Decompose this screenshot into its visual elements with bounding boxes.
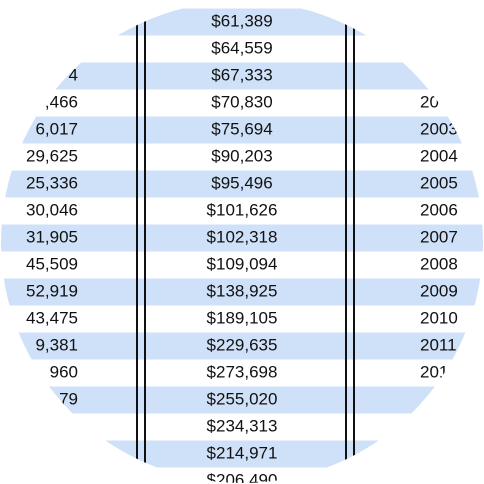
cell: $95,496: [211, 173, 272, 192]
cell: $102,318: [207, 227, 278, 246]
cell: $90,203: [211, 146, 272, 165]
row-stripe: [1, 62, 483, 90]
cell: 2005: [420, 173, 458, 192]
cell: $189,105: [207, 308, 278, 327]
cell: 2010: [420, 308, 458, 327]
cell: $109,094: [207, 254, 278, 273]
row-stripe: [1, 332, 483, 360]
cell: ,466: [45, 92, 78, 111]
cell: $255,020: [207, 389, 278, 408]
cell: $214,971: [207, 443, 278, 462]
cell: 960: [50, 362, 78, 381]
cell: 31,905: [26, 227, 78, 246]
row-stripe: [1, 116, 483, 144]
cell: $138,925: [207, 281, 278, 300]
cell: $67,333: [211, 65, 272, 84]
cell: $229,635: [207, 335, 278, 354]
cell: $75,694: [211, 119, 272, 138]
cell: 4: [69, 65, 78, 84]
cell: 2007: [420, 227, 458, 246]
row-stripe: [1, 224, 483, 252]
cell: 20: [420, 92, 439, 111]
cell: 2004: [420, 146, 458, 165]
cell: $234,313: [207, 416, 278, 435]
row-stripe: [1, 278, 483, 306]
cell: 201: [420, 362, 448, 381]
cell: $273,698: [207, 362, 278, 381]
row-stripe: [1, 386, 483, 414]
cell: 45,509: [26, 254, 78, 273]
cell: 25,336: [26, 173, 78, 192]
cell: 30,046: [26, 200, 78, 219]
cell: $70,830: [211, 92, 272, 111]
cell: 29,625: [26, 146, 78, 165]
cell: 6,017: [35, 119, 78, 138]
cell: 2011: [420, 335, 457, 354]
column-rules: [136, 1, 355, 483]
cell: $101,626: [207, 200, 278, 219]
cell: 9,381: [35, 335, 78, 354]
cells: $61,389 $64,559 4 $67,333 ,466 $70,830 20 6,017…: [26, 11, 458, 484]
cell: 52,919: [26, 281, 78, 300]
cell: $64,559: [211, 38, 272, 57]
cell: 43,475: [26, 308, 78, 327]
row-stripe: [1, 170, 483, 198]
cell: 2008: [420, 254, 458, 273]
cell: $61,389: [211, 11, 272, 30]
cell: 2003: [420, 119, 458, 138]
cell: 2009: [420, 281, 458, 300]
cell: 79: [59, 389, 78, 408]
cell: 2006: [420, 200, 458, 219]
cell: $206,490: [207, 470, 278, 484]
